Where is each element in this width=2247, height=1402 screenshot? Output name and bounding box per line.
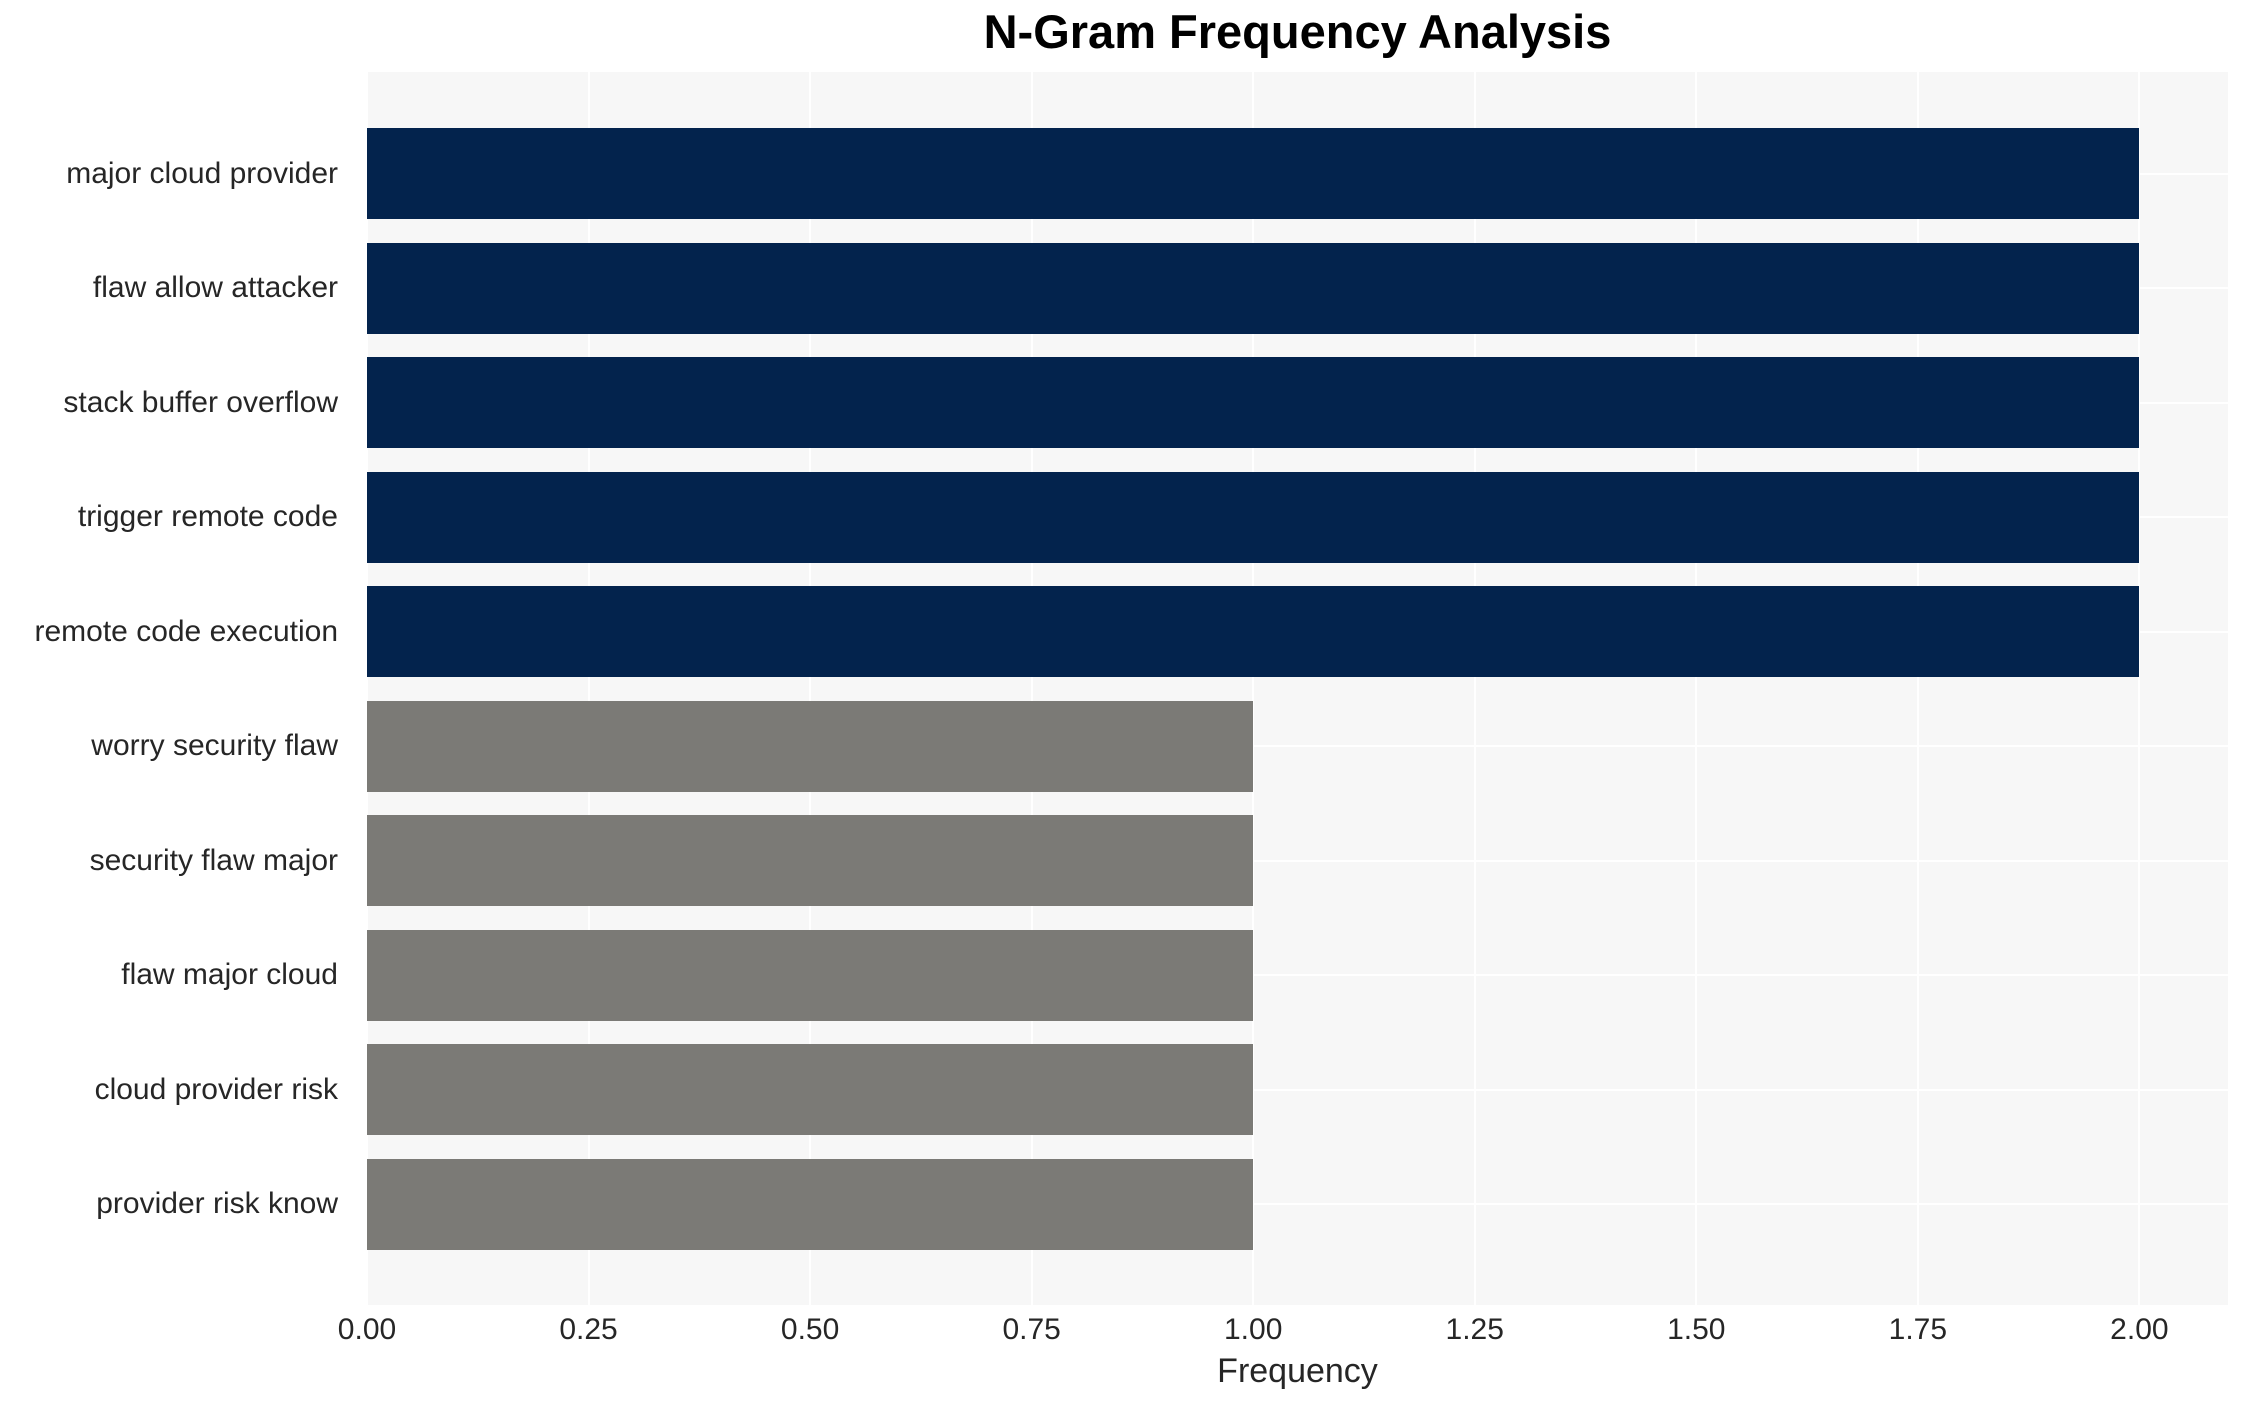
bar-security-flaw-major — [367, 815, 1254, 906]
bar-provider-risk-know — [367, 1158, 1254, 1250]
x-tick-label: 1.75 — [1888, 1313, 1948, 1346]
x-tick-label: 1.25 — [1445, 1313, 1504, 1346]
y-tick-label: flaw allow attacker — [92, 271, 338, 304]
plot-area — [366, 72, 2228, 1305]
y-tick-label: major cloud provider — [66, 156, 338, 190]
x-tick-label: 1.00 — [1223, 1313, 1283, 1346]
x-tick-label: 0.75 — [1002, 1313, 1061, 1346]
bar-flaw-major-cloud — [367, 929, 1254, 1021]
vertical-gridline — [1030, 72, 1033, 1305]
horizontal-gridline — [367, 1088, 2228, 1091]
y-tick-label: flaw major cloud — [121, 958, 338, 991]
y-tick-label: security flaw major — [89, 843, 338, 877]
x-tick-label: 0.25 — [559, 1313, 618, 1346]
vertical-gridline — [1916, 72, 1919, 1305]
chart-title: N-Gram Frequency Analysis — [983, 5, 1612, 58]
y-tick-label: trigger remote code — [77, 500, 338, 533]
horizontal-gridline — [367, 745, 2228, 747]
horizontal-gridline — [367, 1203, 2228, 1205]
x-tick-label: 2.00 — [2110, 1313, 2169, 1346]
x-tick-label: 0.50 — [780, 1313, 840, 1346]
bar-stack-buffer-overflow — [367, 357, 2140, 448]
x-axis-title: Frequency — [1217, 1352, 1378, 1390]
horizontal-gridline — [367, 974, 2228, 976]
vertical-gridline — [366, 72, 368, 1305]
y-tick-label: cloud provider risk — [94, 1072, 338, 1106]
horizontal-gridline — [367, 859, 2228, 862]
vertical-gridline — [587, 72, 590, 1305]
y-tick-label: provider risk know — [96, 1187, 338, 1220]
bar-cloud-provider-risk — [367, 1044, 1254, 1135]
bar-worry-security-flaw — [367, 700, 1254, 792]
x-tick-label: 0.00 — [337, 1313, 397, 1346]
bar-trigger-remote-code — [367, 471, 2140, 563]
y-tick-label: remote code execution — [34, 614, 338, 648]
vertical-gridline — [1252, 72, 1255, 1305]
bar-flaw-allow-attacker — [367, 242, 2140, 334]
vertical-gridline — [1695, 72, 1698, 1305]
y-tick-label: stack buffer overflow — [63, 385, 338, 419]
vertical-gridline — [1473, 72, 1476, 1305]
vertical-gridline — [809, 72, 812, 1305]
x-tick-label: 1.50 — [1667, 1313, 1726, 1346]
bar-major-cloud-provider — [367, 128, 2140, 219]
vertical-gridline — [2138, 72, 2141, 1305]
y-tick-label: worry security flaw — [91, 729, 338, 762]
bar-remote-code-execution — [367, 586, 2140, 677]
